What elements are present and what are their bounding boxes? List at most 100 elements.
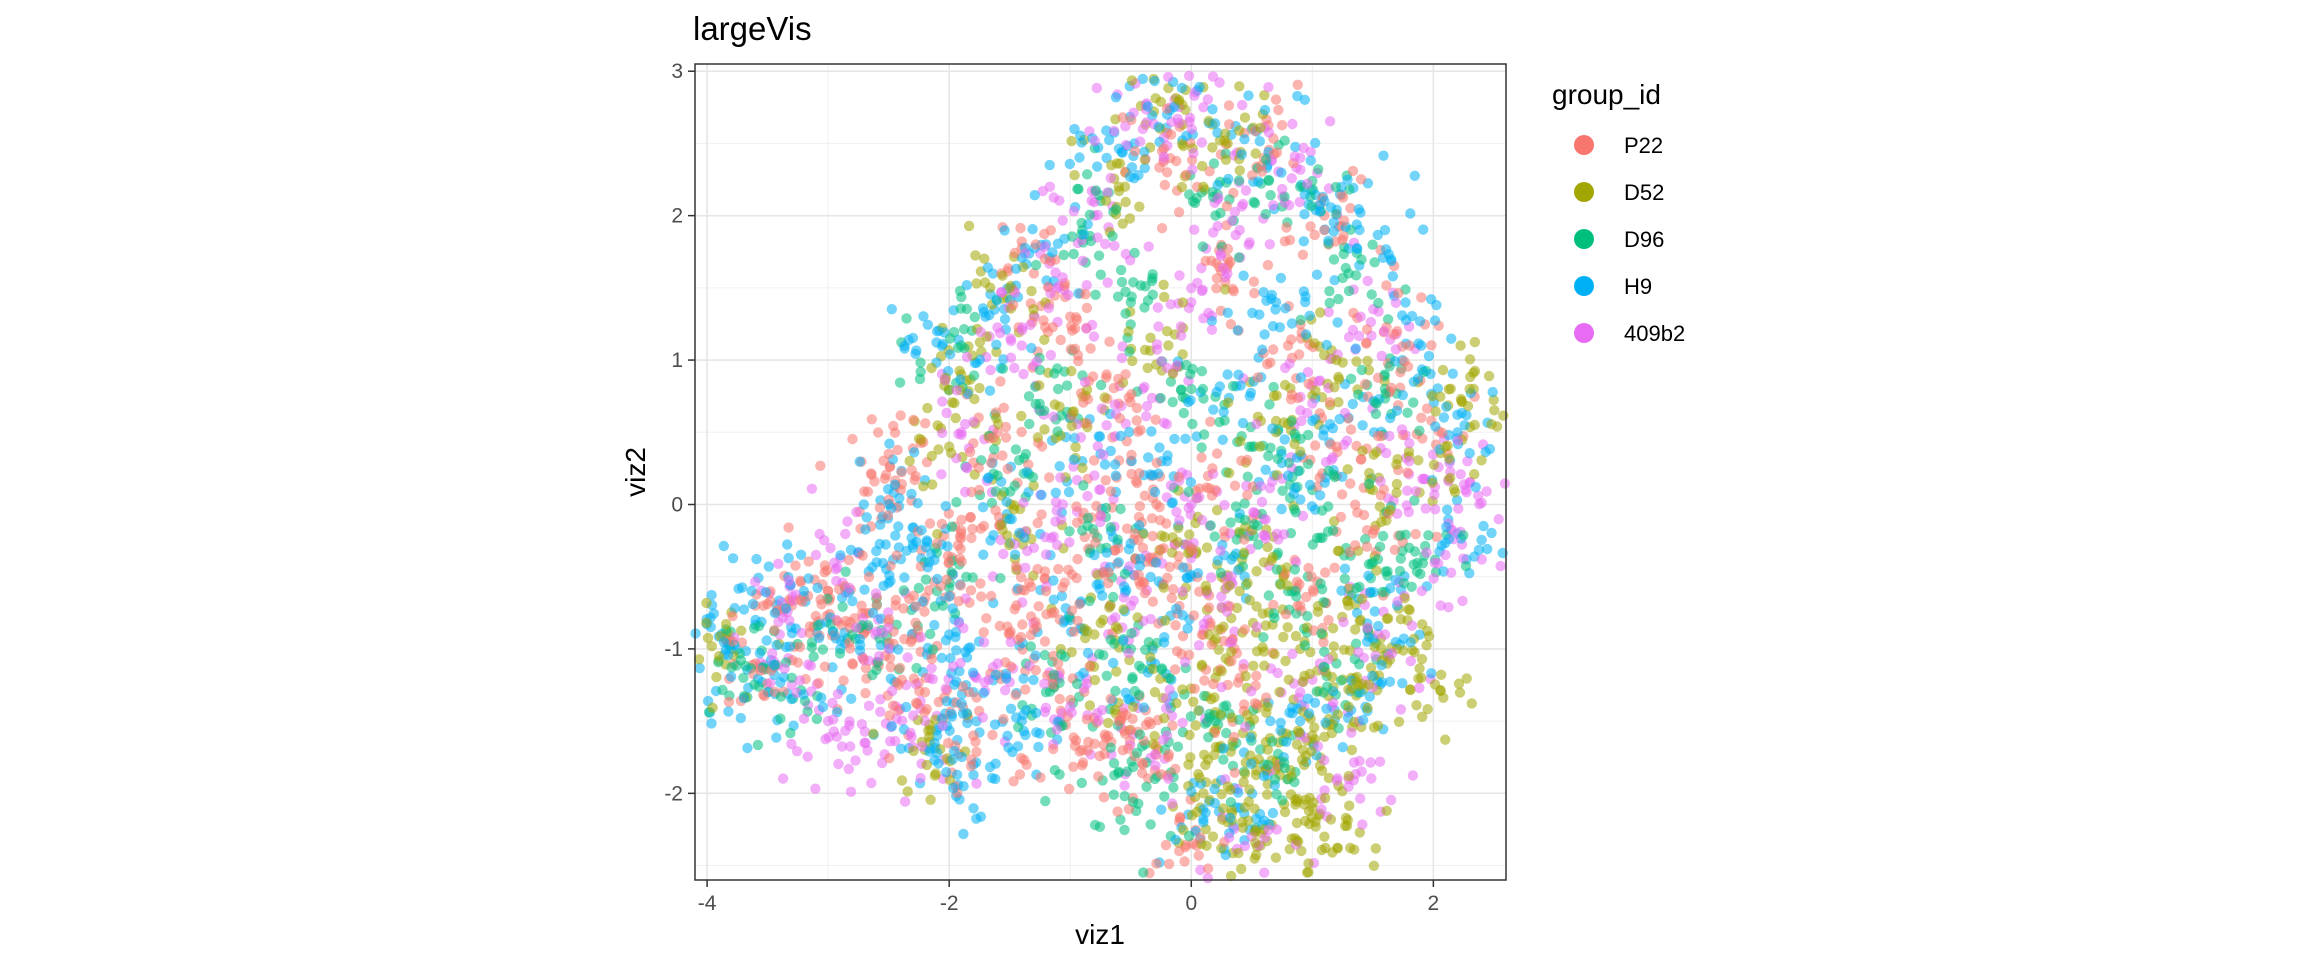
data-point-jitter-P22 [1139, 490, 1151, 501]
data-point-jitter-D96 [812, 620, 823, 631]
data-point-jitter-P22 [973, 484, 985, 496]
data-point-jitter-D96 [1290, 585, 1301, 597]
data-point-jitter-D52 [1100, 195, 1112, 206]
data-point-jitter-P22 [1200, 255, 1211, 267]
data-point-jitter-D96 [1215, 567, 1227, 579]
data-point-jitter-D96 [726, 662, 737, 673]
data-point-jitter-409b2 [1160, 693, 1172, 704]
data-point-jitter-D52 [1039, 334, 1050, 345]
data-point-jitter-P22 [1131, 415, 1142, 426]
data-point-jitter-D52 [1066, 647, 1077, 658]
data-point-jitter-D96 [1101, 670, 1113, 681]
data-point-jitter-409b2 [833, 758, 844, 770]
data-point-jitter-D52 [1346, 744, 1358, 756]
data-point-jitter-P22 [1251, 670, 1262, 681]
data-point-jitter-P22 [1113, 543, 1124, 554]
data-point-jitter-D96 [1372, 554, 1384, 565]
data-point-jitter-409b2 [1260, 514, 1271, 525]
data-point-jitter-D96 [1338, 248, 1349, 260]
data-point-jitter-P22 [815, 460, 826, 471]
data-point-jitter-P22 [1174, 811, 1186, 823]
data-point-jitter-P22 [1195, 832, 1206, 843]
data-point-jitter-P22 [894, 662, 906, 674]
data-point-jitter-H9 [1295, 494, 1306, 505]
data-point-jitter-409b2 [1051, 539, 1063, 551]
data-point-jitter-H9 [1139, 146, 1150, 157]
data-point-jitter-H9 [1350, 343, 1362, 354]
data-point-jitter-409b2 [1195, 864, 1206, 876]
data-point-jitter-D96 [1119, 824, 1130, 836]
data-point-jitter-409b2 [1298, 142, 1309, 154]
legend-swatch-H9 [1574, 276, 1594, 296]
data-point-jitter-D96 [1215, 207, 1226, 219]
data-point-jitter-P22 [1163, 858, 1175, 870]
data-point-jitter-D52 [1376, 643, 1387, 654]
data-point-jitter-P22 [1045, 225, 1057, 236]
data-point-jitter-D96 [1289, 504, 1300, 515]
data-point-jitter-H9 [893, 521, 904, 532]
data-point-jitter-409b2 [906, 731, 917, 743]
data-point-jitter-D96 [1110, 204, 1122, 215]
data-point-jitter-P22 [957, 681, 968, 692]
data-point-jitter-P22 [1032, 517, 1043, 529]
data-point-jitter-D52 [1250, 837, 1261, 848]
data-point-jitter-P22 [1356, 454, 1367, 465]
data-point-jitter-H9 [944, 591, 955, 602]
data-point-jitter-P22 [769, 625, 780, 636]
data-point-jitter-H9 [783, 552, 794, 564]
data-point-jitter-P22 [1023, 577, 1035, 588]
data-point-jitter-P22 [1166, 592, 1178, 604]
data-point-jitter-409b2 [1108, 125, 1120, 137]
data-point-jitter-409b2 [1396, 424, 1408, 435]
data-point-jitter-D52 [1242, 577, 1253, 589]
data-point-jitter-409b2 [1057, 215, 1068, 226]
data-point-jitter-H9 [945, 349, 956, 360]
data-point-jitter-P22 [1372, 430, 1384, 442]
data-point-jitter-409b2 [1406, 620, 1418, 631]
data-point-409b2 [1089, 470, 1100, 481]
data-point-jitter-409b2 [1017, 322, 1028, 333]
data-point-jitter-D96 [1263, 590, 1275, 601]
data-point-jitter-P22 [762, 598, 773, 610]
data-point-jitter-H9 [947, 603, 958, 614]
data-point-jitter-P22 [1030, 239, 1042, 250]
data-point-jitter-409b2 [1452, 435, 1464, 446]
data-point-jitter-H9 [1267, 423, 1278, 434]
data-point-jitter-409b2 [750, 576, 761, 588]
data-point-jitter-D52 [1251, 849, 1262, 861]
data-point-jitter-P22 [1324, 397, 1336, 408]
data-point-jitter-P22 [1336, 189, 1347, 201]
data-point-jitter-D96 [1147, 269, 1158, 280]
data-point-jitter-P22 [880, 469, 892, 481]
data-point-jitter-H9 [1425, 368, 1436, 380]
data-point-jitter-409b2 [1152, 302, 1164, 313]
data-point-jitter-P22 [1319, 224, 1330, 236]
data-point-jitter-D96 [1020, 448, 1032, 460]
data-point-jitter-D96 [1078, 480, 1089, 491]
data-point-jitter-P22 [1186, 544, 1198, 555]
data-point-jitter-P22 [995, 376, 1006, 387]
data-point-D96 [786, 672, 797, 683]
data-point-jitter-D96 [1183, 830, 1195, 842]
data-point-jitter-D96 [915, 357, 926, 368]
data-point-jitter-D96 [867, 669, 878, 681]
data-point-jitter-P22 [838, 675, 849, 686]
data-point-jitter-P22 [1132, 426, 1144, 437]
data-point-jitter-H9 [860, 524, 871, 535]
data-point-jitter-D96 [1167, 396, 1178, 408]
data-point-jitter-D96 [1010, 444, 1022, 455]
data-point-jitter-D96 [1239, 498, 1250, 509]
data-point-jitter-P22 [1120, 369, 1131, 380]
data-point-jitter-P22 [1133, 534, 1144, 546]
data-point-jitter-409b2 [1202, 94, 1214, 105]
data-point-jitter-H9 [968, 803, 979, 814]
data-point-jitter-P22 [1035, 772, 1046, 783]
data-point-jitter-D52 [1351, 356, 1362, 367]
data-point-jitter-409b2 [1226, 215, 1238, 226]
data-point-jitter-H9 [1223, 173, 1234, 185]
data-point-jitter-H9 [1030, 650, 1041, 661]
data-point-jitter-409b2 [1405, 655, 1417, 667]
data-point-jitter-H9 [1354, 224, 1365, 236]
data-point-jitter-H9 [1236, 149, 1248, 160]
data-point-jitter-D52 [1280, 655, 1291, 667]
